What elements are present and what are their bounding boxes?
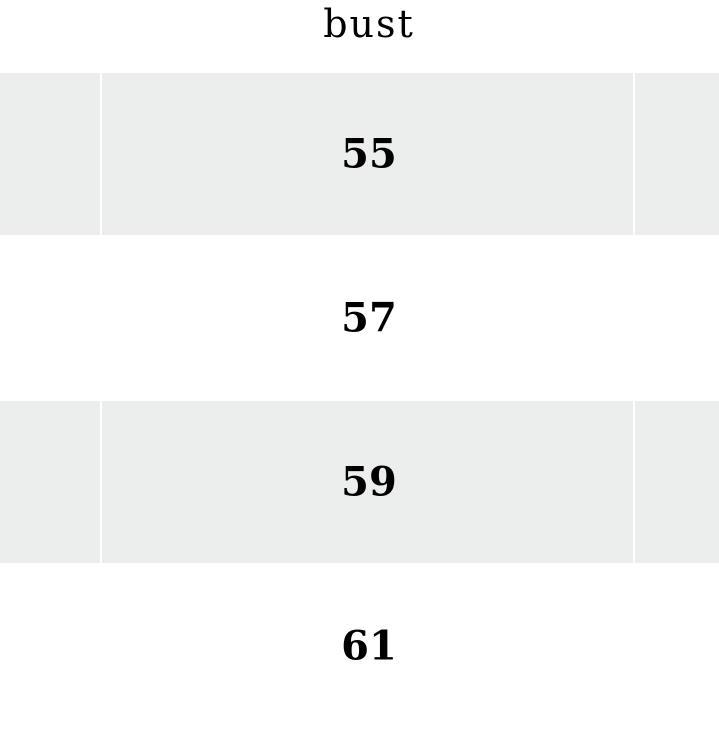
bust-cell: 59 [341, 458, 397, 506]
column-divider [100, 401, 102, 563]
column-divider [100, 73, 102, 235]
table-row: 55 [0, 73, 719, 235]
column-divider [633, 73, 635, 235]
table-row: 59 [0, 401, 719, 563]
bust-cell: 61 [341, 622, 397, 670]
column-divider [633, 401, 635, 563]
column-header-bust: bust [323, 2, 415, 46]
table-header: bust [0, 0, 719, 72]
table-row: 57 [0, 235, 719, 401]
bust-cell: 55 [341, 130, 397, 178]
bust-cell: 57 [341, 294, 397, 342]
table-row: 61 [0, 563, 719, 729]
